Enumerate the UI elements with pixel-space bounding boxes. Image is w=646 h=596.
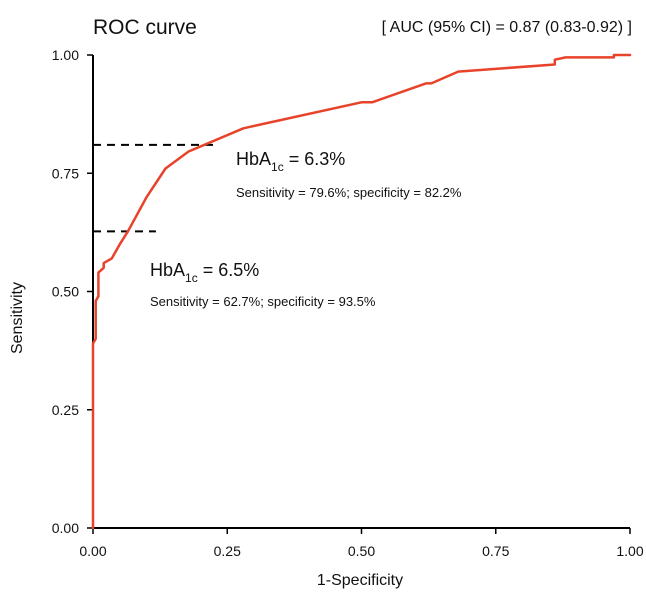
annotation-value: = 6.3%: [284, 149, 346, 169]
annotation-subscript: 1c: [271, 160, 284, 174]
annotation-cutoff-2: HbA1c = 6.5% Sensitivity = 62.7%; specif…: [150, 260, 376, 309]
x-tick-label: 0.25: [214, 543, 241, 559]
y-axis-label: Sensitivity: [9, 282, 26, 354]
x-tick-label: 0.75: [482, 543, 509, 559]
x-tick-label: 0.00: [79, 543, 106, 559]
annotation-marker: HbA: [150, 260, 185, 280]
annotation-value: = 6.5%: [198, 260, 260, 280]
y-tick-label: 0.75: [52, 165, 79, 181]
roc-series: [91, 53, 632, 530]
x-tick-label: 1.00: [616, 543, 643, 559]
y-tick-label: 0.50: [52, 284, 79, 300]
svg-text:HbA1c = 6.3%: HbA1c = 6.3%: [236, 149, 345, 174]
annotation-marker: HbA: [236, 149, 271, 169]
y-tick-label: 1.00: [52, 47, 79, 63]
annotation-detail: Sensitivity = 79.6%; specificity = 82.2%: [236, 185, 462, 200]
axes: 0.00 0.25 0.50 0.75 1.00 0.00 0.25 0.50 0.75 1.00: [52, 47, 644, 559]
roc-curve-line: [91, 53, 632, 530]
cutoff-reference-lines: [93, 143, 217, 233]
chart-title: ROC curve: [93, 16, 197, 39]
svg-text:HbA1c = 6.5%: HbA1c = 6.5%: [150, 260, 259, 285]
y-tick-label: 0.00: [52, 520, 79, 536]
annotation-cutoff-1: HbA1c = 6.3% Sensitivity = 79.6%; specif…: [236, 149, 462, 200]
annotation-subscript: 1c: [185, 271, 198, 285]
x-axis-label: 1-Specificity: [317, 572, 403, 589]
y-tick-label: 0.25: [52, 402, 79, 418]
annotation-detail: Sensitivity = 62.7%; specificity = 93.5%: [150, 294, 376, 309]
x-tick-label: 0.50: [348, 543, 375, 559]
chart-subtitle: [ AUC (95% CI) = 0.87 (0.83-0.92) ]: [382, 19, 632, 36]
